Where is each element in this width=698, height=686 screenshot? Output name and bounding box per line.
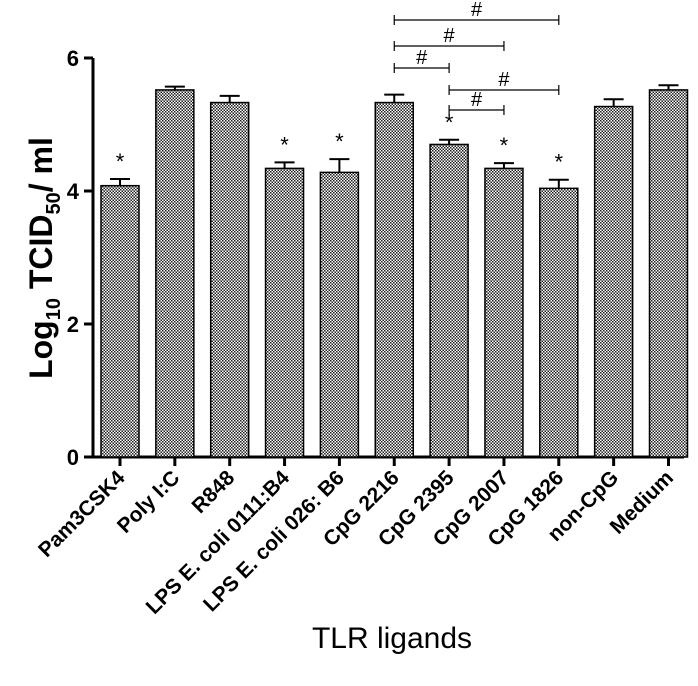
bar bbox=[264, 167, 305, 458]
svg-text:Log10 TCID50/ ml: Log10 TCID50/ ml bbox=[23, 137, 65, 379]
bracket-label: # bbox=[416, 47, 428, 69]
bar bbox=[484, 167, 524, 458]
y-axis-title-unit: / ml bbox=[23, 137, 59, 192]
y-axis-title-subscript-10: 10 bbox=[43, 298, 65, 320]
significance-asterisk: * bbox=[116, 149, 125, 174]
significance-asterisk: * bbox=[280, 132, 289, 157]
bar bbox=[648, 89, 689, 458]
significance-asterisk: * bbox=[555, 150, 564, 175]
bar bbox=[429, 143, 469, 458]
bracket-label: # bbox=[471, 0, 483, 21]
y-axis-title-main: Log bbox=[23, 320, 59, 379]
x-axis-title: TLR ligands bbox=[312, 622, 472, 655]
y-tick-label: 0 bbox=[67, 445, 79, 470]
x-tick-label: Pam3CSK4 bbox=[34, 466, 130, 562]
y-axis-title: Log10 TCID50/ ml bbox=[23, 137, 65, 379]
bracket-label: # bbox=[471, 89, 483, 111]
x-tick-label: R848 bbox=[187, 466, 239, 518]
significance-asterisk: * bbox=[335, 129, 344, 154]
y-axis-title-subscript-50: 50 bbox=[43, 192, 65, 214]
bar bbox=[100, 184, 140, 458]
bar bbox=[319, 171, 360, 458]
significance-asterisk: * bbox=[445, 110, 454, 135]
bar bbox=[155, 89, 195, 458]
bar bbox=[593, 105, 634, 458]
y-tick-label: 6 bbox=[67, 46, 79, 71]
bracket-label: # bbox=[444, 25, 456, 47]
y-tick-label: 2 bbox=[67, 312, 79, 337]
bar bbox=[539, 187, 579, 458]
bar bbox=[374, 101, 414, 458]
bracket-label: # bbox=[498, 69, 510, 91]
bar bbox=[209, 101, 250, 458]
y-tick-label: 4 bbox=[67, 179, 80, 204]
y-axis-title-tcid: TCID bbox=[23, 214, 59, 298]
significance-asterisk: * bbox=[500, 133, 509, 158]
